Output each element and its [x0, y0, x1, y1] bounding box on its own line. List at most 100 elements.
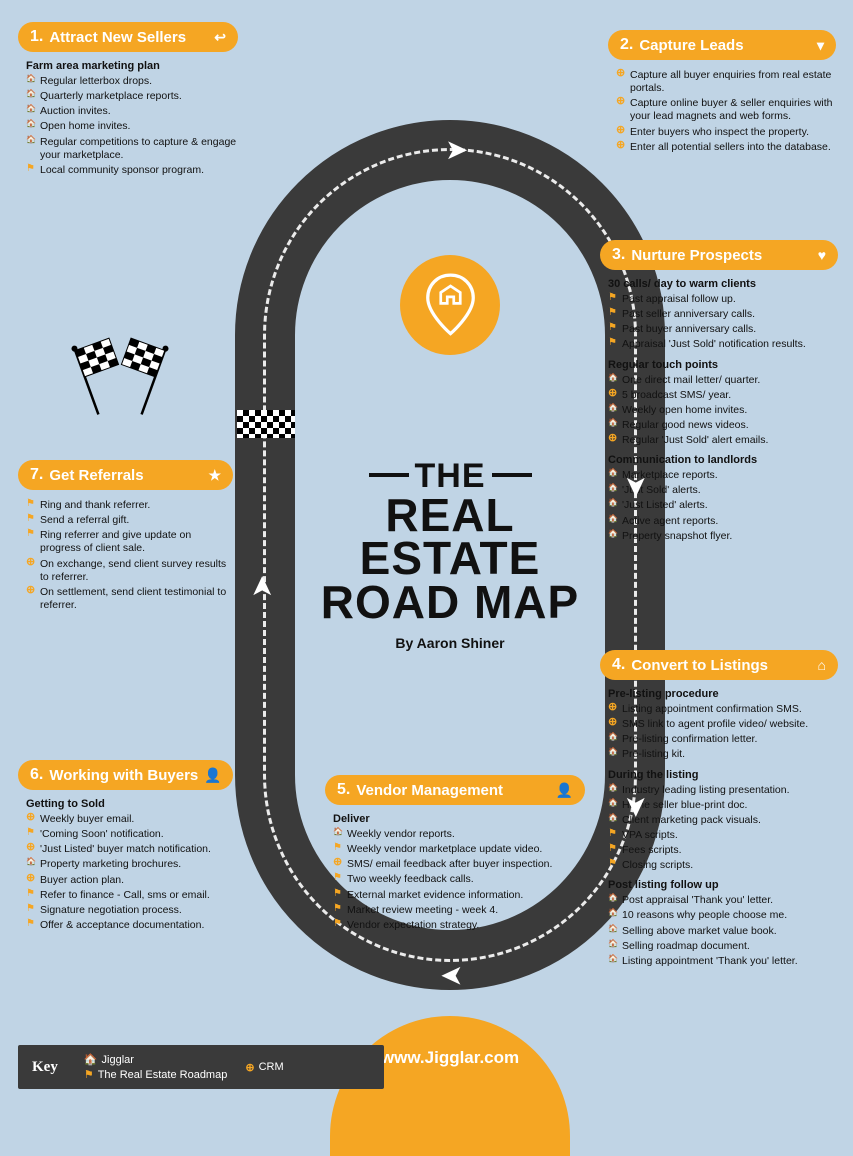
road-arrow-icon: ➤	[620, 475, 653, 498]
list-item: Auction invites.	[26, 104, 238, 119]
list-item: Selling roadmap document.	[608, 939, 838, 954]
list-item: Appraisal 'Just Sold' notification resul…	[608, 337, 838, 352]
list-item: Quarterly marketplace reports.	[26, 89, 238, 104]
list-item: Enter all potential sellers into the dat…	[616, 140, 836, 155]
list-item: Regular competitions to capture & engage…	[26, 135, 238, 163]
group-heading: Getting to Sold	[26, 798, 233, 810]
item-list: Weekly buyer email.'Coming Soon' notific…	[18, 812, 233, 933]
section-number: 7.	[30, 466, 43, 484]
list-item: Local community sponsor program.	[26, 163, 238, 178]
list-item: Closing scripts.	[608, 858, 838, 873]
list-item: Offer & acceptance documentation.	[26, 918, 233, 933]
list-item: Past appraisal follow up.	[608, 292, 838, 307]
list-item: 'Coming Soon' notification.	[26, 827, 233, 842]
item-list: Capture all buyer enquiries from real es…	[608, 68, 836, 155]
list-item: Send a referral gift.	[26, 513, 233, 528]
group-heading: Farm area marketing plan	[26, 60, 238, 72]
section-header: 4. Convert to Listings ⌂	[600, 650, 838, 680]
section-number: 6.	[30, 766, 43, 784]
list-item: Fees scripts.	[608, 843, 838, 858]
group-heading: Regular touch points	[608, 359, 838, 371]
list-item: Listing appointment 'Thank you' letter.	[608, 954, 838, 969]
section-title: Working with Buyers	[49, 767, 198, 784]
list-item: Capture all buyer enquiries from real es…	[616, 68, 836, 96]
list-item: Regular letterbox drops.	[26, 74, 238, 89]
list-item: Market review meeting - week 4.	[333, 903, 585, 918]
section-6: 6.Working with Buyers👤Getting to SoldWee…	[18, 760, 233, 933]
section-title: Capture Leads	[639, 37, 743, 54]
checkered-flags-icon	[55, 335, 185, 425]
section-icon: ★	[208, 467, 221, 484]
section-icon: ↩	[214, 29, 226, 46]
list-item: Past seller anniversary calls.	[608, 307, 838, 322]
legend-item: ⚑The Real Estate Roadmap	[84, 1068, 228, 1081]
section-icon: ♥	[818, 247, 826, 263]
group-heading: Post listing follow up	[608, 879, 838, 891]
section-number: 2.	[620, 36, 633, 54]
section-number: 4.	[612, 656, 625, 674]
list-item: Open home invites.	[26, 119, 238, 134]
section-7: 7. Get Referrals ★ Ring and thank referrer.…	[18, 460, 233, 613]
item-list: Listing appointment confirmation SMS.SMS…	[600, 702, 838, 763]
group-heading: During the listing	[608, 769, 838, 781]
list-item: Listing appointment confirmation SMS.	[608, 702, 838, 717]
list-item: Selling above market value book.	[608, 924, 838, 939]
list-item: 'Just Listed' alerts.	[608, 498, 838, 513]
legend-box: Key 🏠Jigglar ⚑The Real Estate Roadmap ⊕C…	[18, 1045, 384, 1089]
legend-item: 🏠Jigglar	[84, 1053, 228, 1066]
section-header: 1.Attract New Sellers↩	[18, 22, 238, 52]
list-item: SMS link to agent profile video/ website…	[608, 717, 838, 732]
road-arrow-icon: ➤	[445, 133, 468, 166]
section-title: Vendor Management	[356, 782, 503, 799]
section-header: 6.Working with Buyers👤	[18, 760, 233, 790]
road-arrow-icon: ➤	[245, 575, 278, 598]
finish-line-icon	[237, 410, 295, 438]
section-header: 3.Nurture Prospects♥	[600, 240, 838, 270]
list-item: Two weekly feedback calls.	[333, 872, 585, 887]
list-item: On exchange, send client survey results …	[26, 557, 233, 585]
road-arrow-icon: ➤	[440, 960, 463, 993]
list-item: VPA scripts.	[608, 828, 838, 843]
item-list: Ring and thank referrer.Send a referral …	[18, 498, 233, 613]
section-icon: 👤	[556, 782, 573, 799]
list-item: 'Just Listed' buyer match notification.	[26, 842, 233, 857]
section-title: Get Referrals	[49, 467, 143, 484]
list-item: 5 broadcast SMS/ year.	[608, 388, 838, 403]
section-number: 3.	[612, 246, 625, 264]
list-item: External market evidence information.	[333, 888, 585, 903]
main-title: THE REAL ESTATE ROAD MAP By Aaron Shiner	[310, 450, 590, 651]
byline: By Aaron Shiner	[310, 635, 590, 651]
group-heading: Communication to landlords	[608, 454, 838, 466]
list-item: Post appraisal 'Thank you' letter.	[608, 893, 838, 908]
list-item: Enter buyers who inspect the property.	[616, 125, 836, 140]
section-2: 2.Capture Leads▾Capture all buyer enquir…	[608, 30, 836, 155]
list-item: Pre-listing kit.	[608, 747, 838, 762]
list-item: Capture online buyer & seller enquiries …	[616, 96, 836, 124]
list-item: Regular 'Just Sold' alert emails.	[608, 433, 838, 448]
list-item: Active agent reports.	[608, 514, 838, 529]
list-item: Weekly open home invites.	[608, 403, 838, 418]
list-item: Weekly vendor marketplace update video.	[333, 842, 585, 857]
list-item: Property marketing brochures.	[26, 857, 233, 872]
item-list: One direct mail letter/ quarter.5 broadc…	[600, 373, 838, 449]
location-pin-icon	[400, 255, 500, 355]
section-number: 5.	[337, 781, 350, 799]
section-5: 5. Vendor Management 👤 Deliver Weekly vendor…	[325, 775, 585, 933]
list-item: Signature negotiation process.	[26, 903, 233, 918]
list-item: On settlement, send client testimonial t…	[26, 585, 233, 613]
section-title: Convert to Listings	[631, 657, 768, 674]
list-item: Past buyer anniversary calls.	[608, 322, 838, 337]
group-heading: 30 calls/ day to warm clients	[608, 278, 838, 290]
group-heading: Deliver	[333, 813, 585, 825]
list-item: Weekly vendor reports.	[333, 827, 585, 842]
section-icon: ⌂	[818, 657, 826, 673]
section-header: 5. Vendor Management 👤	[325, 775, 585, 805]
item-list: Regular letterbox drops.Quarterly market…	[18, 74, 238, 178]
section-header: 7. Get Referrals ★	[18, 460, 233, 490]
item-list: Past appraisal follow up.Past seller ann…	[600, 292, 838, 353]
list-item: Pre-listing confirmation letter.	[608, 732, 838, 747]
section-1: 1.Attract New Sellers↩ Farm area marketin…	[18, 22, 238, 178]
list-item: One direct mail letter/ quarter.	[608, 373, 838, 388]
item-list: Weekly vendor reports.Weekly vendor mark…	[325, 827, 585, 933]
group-heading: Pre-listing procedure	[608, 688, 838, 700]
